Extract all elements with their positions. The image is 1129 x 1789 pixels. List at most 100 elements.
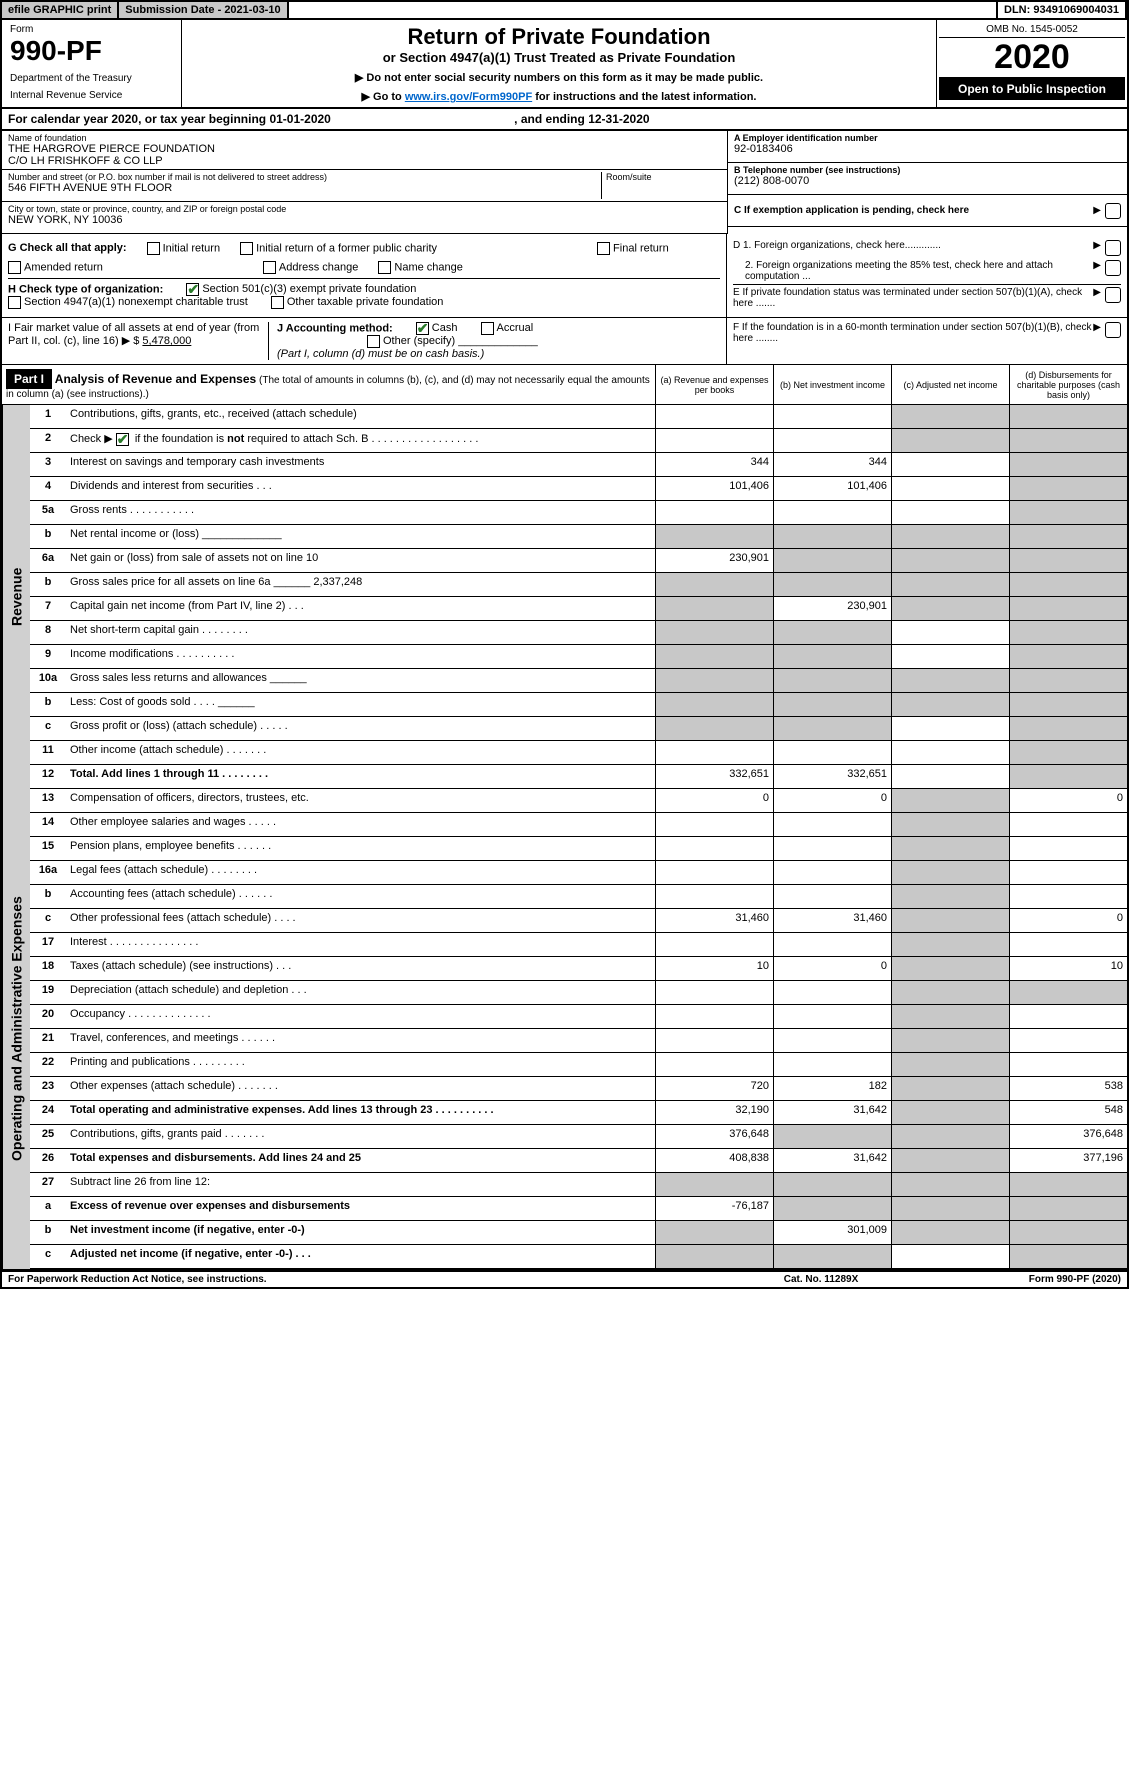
table-row: cAdjusted net income (if negative, enter… xyxy=(30,1245,1127,1269)
amount-cell xyxy=(655,669,773,692)
amount-cell xyxy=(891,1101,1009,1124)
line-number: 7 xyxy=(30,597,66,620)
d1-checkbox[interactable] xyxy=(1105,240,1121,256)
addr-label: Number and street (or P.O. box number if… xyxy=(8,172,601,182)
ein-label: A Employer identification number xyxy=(734,133,1121,143)
line-desc: Capital gain net income (from Part IV, l… xyxy=(66,597,655,620)
line-desc: Adjusted net income (if negative, enter … xyxy=(66,1245,655,1268)
line-desc: Pension plans, employee benefits . . . .… xyxy=(66,837,655,860)
cb-accrual[interactable] xyxy=(481,322,494,335)
cb-other-taxable[interactable] xyxy=(271,296,284,309)
amount-cell: 377,196 xyxy=(1009,1149,1127,1172)
cb-other-method[interactable] xyxy=(367,335,380,348)
amount-cell: 101,406 xyxy=(773,477,891,500)
line-number: 18 xyxy=(30,957,66,980)
line-number: 4 xyxy=(30,477,66,500)
footer-right: Form 990-PF (2020) xyxy=(921,1274,1121,1285)
line-number: 11 xyxy=(30,741,66,764)
amount-cell xyxy=(891,1221,1009,1244)
phone-label: B Telephone number (see instructions) xyxy=(734,165,1121,175)
efile-button[interactable]: efile GRAPHIC print xyxy=(2,2,119,18)
cy-begin: 01-01-2020 xyxy=(269,112,330,126)
line-desc: Subtract line 26 from line 12: xyxy=(66,1173,655,1196)
h-opt-2: Section 4947(a)(1) nonexempt charitable … xyxy=(24,296,248,308)
amount-cell: 31,460 xyxy=(773,909,891,932)
line-desc: Other professional fees (attach schedule… xyxy=(66,909,655,932)
amount-cell xyxy=(655,405,773,428)
form-title-block: Return of Private Foundation or Section … xyxy=(182,20,937,107)
line-number: 23 xyxy=(30,1077,66,1100)
cb-cash[interactable] xyxy=(416,322,429,335)
line-number: 6a xyxy=(30,549,66,572)
cb-initial-former[interactable] xyxy=(240,242,253,255)
amount-cell xyxy=(1009,405,1127,428)
cb-initial-return[interactable] xyxy=(147,242,160,255)
cb-amended[interactable] xyxy=(8,261,21,274)
j-note: (Part I, column (d) must be on cash basi… xyxy=(277,348,484,360)
amount-cell: 344 xyxy=(655,453,773,476)
f-checkbox[interactable] xyxy=(1105,322,1121,338)
line-desc: Accounting fees (attach schedule) . . . … xyxy=(66,885,655,908)
amount-cell xyxy=(655,573,773,596)
amount-cell xyxy=(891,1149,1009,1172)
amount-cell xyxy=(1009,693,1127,716)
table-row: 17Interest . . . . . . . . . . . . . . . xyxy=(30,933,1127,957)
amount-cell xyxy=(773,1053,891,1076)
calendar-year-row: For calendar year 2020, or tax year begi… xyxy=(0,109,1129,131)
amount-cell xyxy=(655,741,773,764)
cb-addr-change[interactable] xyxy=(263,261,276,274)
amount-cell xyxy=(891,549,1009,572)
table-row: 12Total. Add lines 1 through 11 . . . . … xyxy=(30,765,1127,789)
amount-cell: -76,187 xyxy=(655,1197,773,1220)
revenue-section: Revenue 1Contributions, gifts, grants, e… xyxy=(0,405,1129,789)
line-desc: Interest on savings and temporary cash i… xyxy=(66,453,655,476)
line-desc: Excess of revenue over expenses and disb… xyxy=(66,1197,655,1220)
amount-cell xyxy=(891,1125,1009,1148)
d2-checkbox[interactable] xyxy=(1105,260,1121,276)
amount-cell xyxy=(773,1197,891,1220)
e-checkbox[interactable] xyxy=(1105,287,1121,303)
amount-cell xyxy=(655,837,773,860)
line-desc: Contributions, gifts, grants paid . . . … xyxy=(66,1125,655,1148)
amount-cell xyxy=(773,525,891,548)
amount-cell: 0 xyxy=(773,789,891,812)
amount-cell xyxy=(655,885,773,908)
room-label: Room/suite xyxy=(606,172,721,182)
amount-cell: 31,642 xyxy=(773,1101,891,1124)
irs-link[interactable]: www.irs.gov/Form990PF xyxy=(405,91,532,103)
line-desc: Gross profit or (loss) (attach schedule)… xyxy=(66,717,655,740)
c-checkbox[interactable] xyxy=(1105,203,1121,219)
cb-4947[interactable] xyxy=(8,296,21,309)
col-c-head: (c) Adjusted net income xyxy=(891,365,1009,404)
line-desc: Other income (attach schedule) . . . . .… xyxy=(66,741,655,764)
cb-name-change[interactable] xyxy=(378,261,391,274)
amount-cell: 548 xyxy=(1009,1101,1127,1124)
g-opt-0: Initial return xyxy=(163,242,220,254)
line-desc: Legal fees (attach schedule) . . . . . .… xyxy=(66,861,655,884)
table-row: 5aGross rents . . . . . . . . . . . xyxy=(30,501,1127,525)
cb-501c3[interactable] xyxy=(186,283,199,296)
table-row: 23Other expenses (attach schedule) . . .… xyxy=(30,1077,1127,1101)
amount-cell: 230,901 xyxy=(773,597,891,620)
amount-cell xyxy=(655,1029,773,1052)
tax-year: 2020 xyxy=(939,38,1125,78)
amount-cell xyxy=(773,933,891,956)
amount-cell xyxy=(773,813,891,836)
amount-cell: 230,901 xyxy=(655,549,773,572)
amount-cell xyxy=(655,621,773,644)
amount-cell xyxy=(891,573,1009,596)
phone-value: (212) 808-0070 xyxy=(734,175,1121,187)
table-row: 2Check ▶ if the foundation is not requir… xyxy=(30,429,1127,453)
j-other: Other (specify) xyxy=(383,335,455,347)
amount-cell xyxy=(1009,717,1127,740)
amount-cell: 101,406 xyxy=(655,477,773,500)
cb-final-return[interactable] xyxy=(597,242,610,255)
amount-cell xyxy=(891,405,1009,428)
amount-cell xyxy=(773,693,891,716)
line-desc: Interest . . . . . . . . . . . . . . . xyxy=(66,933,655,956)
table-row: aExcess of revenue over expenses and dis… xyxy=(30,1197,1127,1221)
table-row: 27Subtract line 26 from line 12: xyxy=(30,1173,1127,1197)
line-desc: Other employee salaries and wages . . . … xyxy=(66,813,655,836)
form-subtitle: or Section 4947(a)(1) Trust Treated as P… xyxy=(186,50,932,65)
table-row: 19Depreciation (attach schedule) and dep… xyxy=(30,981,1127,1005)
